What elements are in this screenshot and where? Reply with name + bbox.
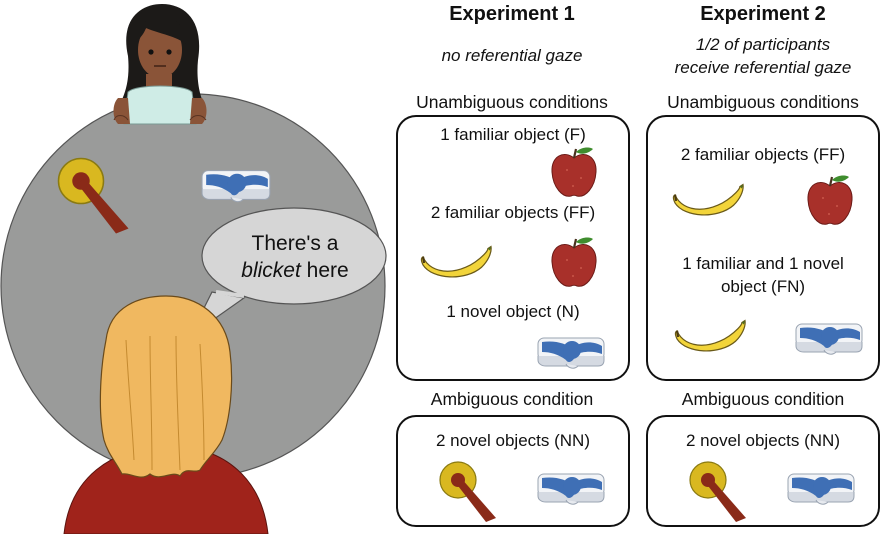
apple-icon	[550, 236, 598, 288]
experiment-2-condition-fn-line-1: 1 familiar and 1 novel	[682, 254, 844, 273]
novel-object-yellow-icon	[439, 461, 497, 523]
experiment-2-title: Experiment 2	[700, 3, 826, 25]
apple-icon	[550, 146, 598, 198]
experiment-2-unambiguous-box	[646, 115, 880, 381]
apple-icon	[806, 174, 854, 226]
experiment-1-condition-f: 1 familiar object (F)	[440, 125, 586, 144]
banana-icon	[672, 183, 744, 216]
speech-word-here: here	[300, 259, 349, 282]
experiment-2-unambiguous-heading: Unambiguous conditions	[667, 92, 859, 112]
experiment-1-condition-n: 1 novel object (N)	[446, 302, 580, 321]
experiment-1-unambiguous-box	[396, 115, 630, 381]
experiment-2-condition-fn-line-2: object (FN)	[720, 277, 806, 296]
experiment-2-ambiguous-heading: Ambiguous condition	[681, 389, 845, 409]
experiment-1-title: Experiment 1	[449, 3, 575, 25]
speaker-child	[113, 4, 207, 125]
experiment-1-condition-nn: 2 novel objects (NN)	[435, 431, 590, 450]
experiment-2-subtitle-line-1: 1/2 of participants	[695, 35, 831, 54]
experiment-1-unambiguous-heading: Unambiguous conditions	[416, 92, 608, 112]
experiment-1-condition-ff: 2 familiar objects (FF)	[430, 203, 596, 222]
experiment-1-subtitle: no referential gaze	[441, 46, 583, 65]
experiment-2-ambiguous-box	[646, 415, 880, 527]
speech-word-blicket: blicket	[241, 259, 301, 282]
novel-object-blue-icon	[537, 337, 605, 369]
scene-svg	[0, 4, 387, 535]
banana-icon	[674, 319, 746, 352]
listener-child	[63, 295, 269, 535]
speech-line-2: blicket here	[210, 257, 380, 284]
experiment-1-ambiguous-heading: Ambiguous condition	[430, 389, 594, 409]
novel-object-blue-icon	[795, 323, 863, 355]
experiment-1-ambiguous-box	[396, 415, 630, 527]
experiment-2-condition-nn: 2 novel objects (NN)	[685, 431, 840, 450]
novel-object-yellow-icon	[689, 461, 747, 523]
experiment-2-subtitle-line-2: receive referential gaze	[674, 58, 852, 77]
speech-line-1: There's a	[251, 232, 339, 255]
novel-object-blue-on-table	[201, 170, 271, 203]
banana-icon	[420, 245, 492, 278]
novel-object-blue-icon	[537, 473, 605, 505]
novel-object-blue-icon	[787, 473, 855, 505]
speech-text: There's a blicket here	[210, 230, 380, 284]
experiment-2-condition-ff: 2 familiar objects (FF)	[680, 145, 846, 164]
scene-illustration: There's a blicket here	[0, 0, 390, 535]
